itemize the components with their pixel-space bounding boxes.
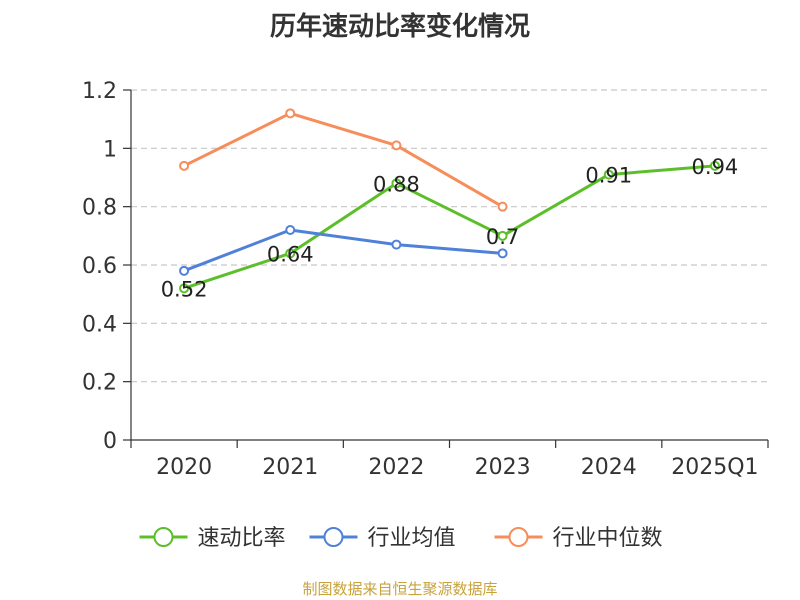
series-line-2 — [183, 111, 504, 208]
x-tick-label: 2021 — [262, 455, 318, 480]
y-tick-label: 0.4 — [82, 312, 117, 337]
data-point — [497, 201, 508, 212]
x-tick-label: 2020 — [156, 455, 212, 480]
x-tick-label: 2023 — [475, 455, 531, 480]
data-point — [179, 265, 190, 276]
source-note: 制图数据来自恒生聚源数据库 — [302, 580, 498, 598]
y-tick-label: 0 — [103, 429, 117, 454]
legend-label: 行业中位数 — [553, 526, 663, 551]
data-point — [709, 160, 720, 171]
legend-item-2[interactable]: 行业中位数 — [494, 526, 663, 551]
y-tick-label: 0.6 — [82, 254, 117, 279]
legend-item-1[interactable]: 行业均值 — [309, 526, 456, 551]
data-label: 0.91 — [585, 164, 632, 188]
y-tick-label: 0.8 — [82, 196, 117, 221]
series-lines — [179, 108, 720, 294]
x-tick-label: 2025Q1 — [671, 455, 758, 480]
data-point — [179, 160, 190, 171]
data-point — [285, 225, 296, 235]
data-label: 0.64 — [267, 242, 314, 266]
chart-title: 历年速动比率变化情况 — [269, 12, 530, 42]
x-tick-label: 2022 — [368, 455, 424, 480]
data-label: 0.52 — [161, 277, 208, 301]
legend-item-0[interactable]: 速动比率 — [139, 526, 286, 551]
legend-marker — [323, 527, 344, 547]
data-labels: 0.52 0.64 0.88 0.7 0.91 0.94 — [161, 155, 739, 302]
series-line-0 — [183, 164, 716, 290]
y-tick-label: 1 — [103, 137, 117, 162]
data-point — [603, 169, 614, 180]
data-point — [391, 178, 402, 189]
data-label: 0.7 — [486, 225, 519, 249]
legend[interactable]: 速动比率 行业均值 行业中位数 — [139, 526, 663, 551]
axes: 0 0.2 0.4 0.6 0.8 1 1.2 2020 2021 2022 2023 2024 202… — [82, 79, 769, 480]
legend-marker — [508, 527, 529, 547]
data-point — [391, 239, 402, 250]
data-point — [391, 140, 402, 151]
data-point — [285, 108, 296, 119]
legend-marker — [153, 527, 174, 547]
x-tick-label: 2024 — [581, 455, 637, 480]
data-point — [179, 283, 190, 294]
legend-label: 速动比率 — [198, 526, 286, 551]
data-point — [497, 230, 508, 241]
data-point — [285, 248, 296, 259]
data-point — [497, 248, 508, 259]
series-line-1 — [183, 228, 503, 273]
data-label: 0.94 — [692, 155, 739, 179]
y-tick-label: 0.2 — [82, 371, 117, 396]
grid-lines — [131, 89, 768, 383]
y-tick-label: 1.2 — [82, 79, 117, 104]
data-label: 0.88 — [373, 172, 420, 196]
legend-label: 行业均值 — [368, 526, 456, 551]
